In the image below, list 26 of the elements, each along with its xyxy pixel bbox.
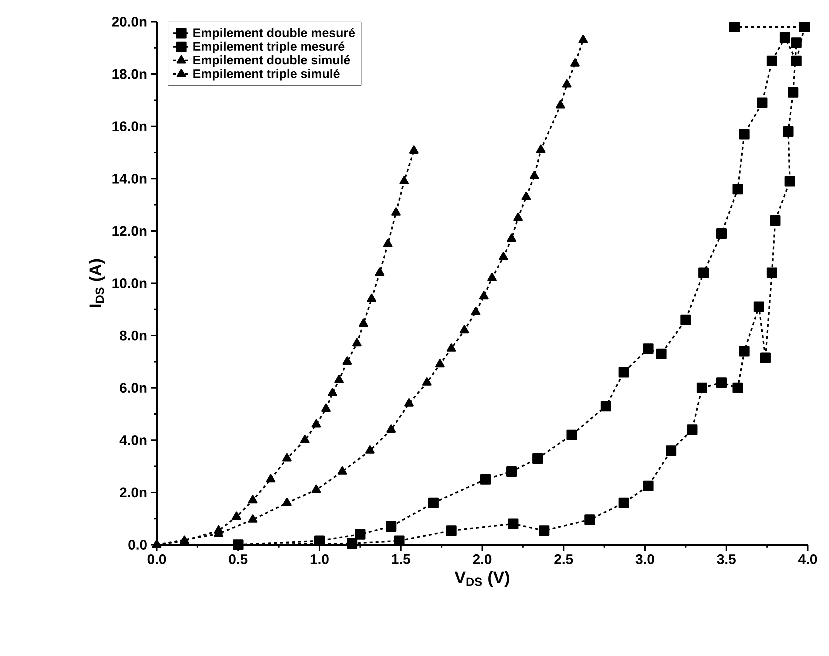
y-tick-label: 16.0n xyxy=(112,122,147,132)
y-tick-label: 0.0 xyxy=(128,540,147,550)
x-tick-label: 4.0 xyxy=(798,554,818,564)
y-tick-label: 12.0n xyxy=(112,226,147,236)
x-tick-label: 1.5 xyxy=(392,554,410,564)
legend-label: Empilement triple simulé xyxy=(194,69,340,81)
y-tick-label: 18.0n xyxy=(112,69,147,80)
legend-label: Empilement double mesuré xyxy=(194,28,356,40)
y-tick-label: 14.0n xyxy=(112,174,147,184)
y-tick-label: 2.0n xyxy=(120,488,147,498)
x-tick-label: 0.5 xyxy=(229,554,248,564)
x-tick-label: 3.0 xyxy=(636,554,654,564)
x-tick-label: 2.0 xyxy=(473,554,492,564)
y-tick-label: 6.0n xyxy=(120,383,147,394)
x-tick-label: 3.5 xyxy=(717,554,736,564)
legend-label: Empilement double simulé xyxy=(194,55,350,68)
y-tick-label: 20.0n xyxy=(112,17,147,27)
y-tick-label: 4.0n xyxy=(120,435,147,446)
x-tick-label: 0.0 xyxy=(148,554,166,564)
y-tick-label: 10.0n xyxy=(112,278,147,288)
y-tick-label: 8.0n xyxy=(120,330,147,341)
legend-label: Empilement triple mesuré xyxy=(194,42,345,54)
x-tick-label: 2.5 xyxy=(554,554,574,564)
x-axis-title: V$_{DS}$ (V) xyxy=(454,571,510,588)
y-axis-title: I$_{DS}$ (A) xyxy=(89,259,105,308)
x-tick-label: 1.0 xyxy=(310,554,329,564)
